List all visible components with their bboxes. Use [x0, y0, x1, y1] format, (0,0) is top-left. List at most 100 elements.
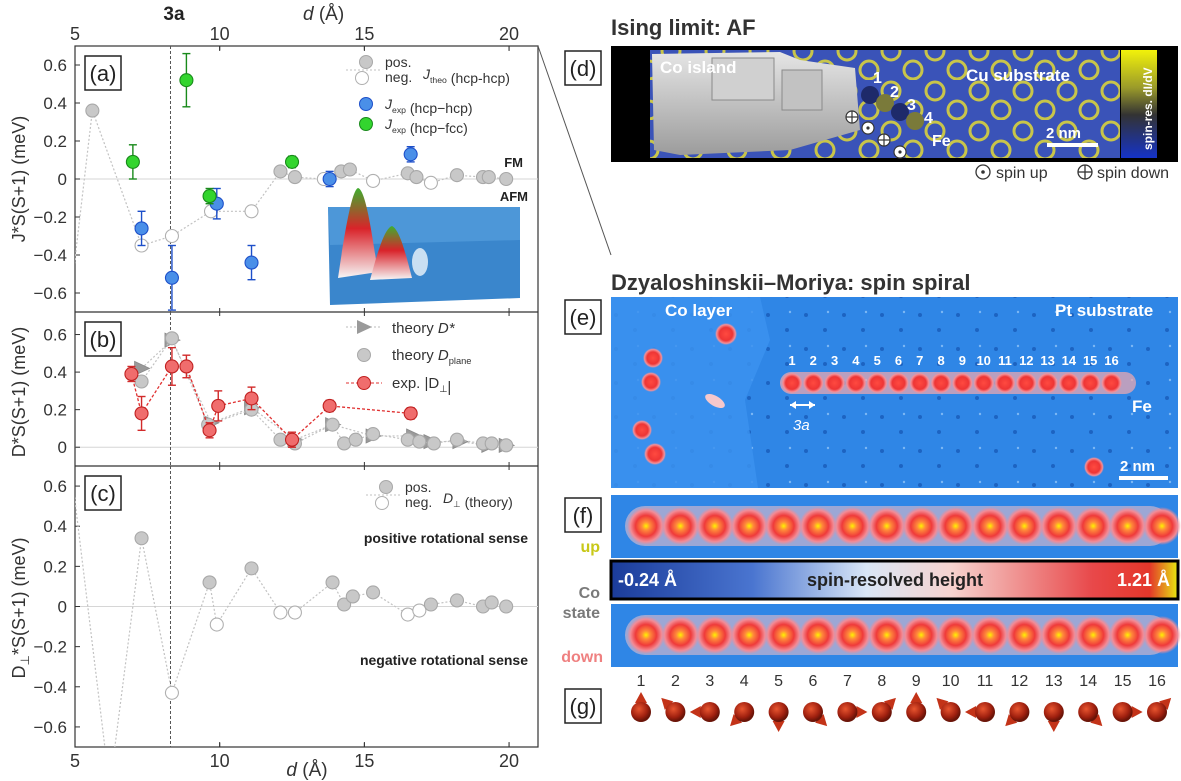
fe-atom: [799, 616, 837, 654]
panel-f-up-atoms: [625, 506, 1181, 546]
afm-label: AFM: [500, 189, 528, 204]
scalebar-d-label: 2 nm: [1046, 125, 1081, 142]
panel-letter: (b): [90, 327, 117, 352]
atom-number: 10: [976, 353, 990, 368]
y-tick-label: −0.2: [33, 638, 67, 657]
fe-atom: [764, 616, 803, 654]
fe-atom: [951, 372, 973, 394]
adatom: [715, 323, 737, 345]
spin-legend: spin up spin down: [975, 164, 1169, 182]
spin-arrow-icon: [768, 702, 789, 732]
panel-e-letter-box: [564, 299, 602, 335]
svg-text:exp. |D⊥|: exp. |D⊥|: [392, 375, 451, 396]
fe-atom: [866, 372, 888, 394]
atom-number: 9: [959, 353, 966, 368]
atom-number: 1: [873, 70, 882, 87]
legend-a: pos.neg. Jtheo (hcp-hcp) Jexp (hcp−hcp)Jex…: [346, 54, 510, 136]
data-point: [409, 170, 424, 185]
x-tick-label: 15: [354, 24, 374, 44]
spin-arrow-icon: [906, 692, 927, 722]
data-point: [134, 406, 149, 421]
x-tick-label: 5: [70, 24, 80, 44]
spin-arrow-icon: [1005, 702, 1030, 727]
data-point: [202, 575, 217, 590]
fe-atom: [867, 616, 906, 654]
fe-atom: [1101, 372, 1122, 394]
y-tick-label: 0: [58, 438, 67, 457]
fe-atom: [973, 372, 995, 394]
svg-text:D⊥ (theory): D⊥ (theory): [443, 490, 513, 510]
data-point: [244, 255, 259, 270]
fe-atom: [1039, 616, 1078, 654]
up-label: up: [580, 539, 600, 556]
fe-atom: [888, 372, 909, 394]
fe-atom: [730, 507, 769, 545]
fe-atom: [936, 507, 975, 545]
fe-atom: [1005, 507, 1044, 545]
y-tick-label: −0.2: [33, 208, 67, 227]
svg-text:Jexp (hcp−fcc): Jexp (hcp−fcc): [384, 116, 468, 136]
atom-number: 4: [924, 110, 933, 127]
data-point: [366, 585, 381, 600]
data-point: [125, 154, 140, 169]
atom-number: 16: [1148, 673, 1166, 690]
atom-number: 1: [637, 673, 646, 690]
height-bar-label: spin-resolved height: [807, 570, 983, 590]
x-tick-label: 10: [210, 24, 230, 44]
atom-number: 2: [671, 673, 680, 690]
panel-letter-box: [84, 475, 122, 511]
fe-atom: [971, 507, 1009, 545]
fe-atom: [661, 507, 700, 545]
spin-arrow-icon: [803, 702, 828, 727]
svg-text:Jexp (hcp−hcp): Jexp (hcp−hcp): [384, 96, 473, 116]
panel-d-element: Fe: [932, 133, 951, 150]
height-max-label: 1.21 Å: [1117, 570, 1170, 590]
series-exp_green: [125, 52, 300, 205]
series-exp_blue: [134, 145, 418, 311]
svg-text:theory Dplane: theory Dplane: [392, 347, 471, 366]
co-island-label: Co island: [660, 58, 737, 77]
fe-atom: [1143, 507, 1181, 545]
atom-number: 5: [774, 673, 783, 690]
data-point: [164, 359, 179, 374]
fe-atom: [833, 507, 872, 545]
data-point: [449, 593, 465, 608]
data-point: [284, 154, 300, 169]
x-top-label: d (Å): [303, 4, 344, 25]
panel-e-title: Dzyaloshinskii–Moriya: spin spiral: [611, 270, 970, 295]
fe-atom: [909, 372, 931, 394]
plot-b: 00.20.40.6 (b)D*S(S+1) (meV) theory D*theo…: [9, 312, 538, 466]
spin-arrow-icon: [730, 702, 755, 727]
fe-atom: [867, 507, 906, 545]
x-tick-label: 15: [354, 751, 374, 771]
connector-line: [537, 45, 612, 256]
fe-atom: [971, 616, 1009, 654]
data-point: [273, 605, 288, 620]
panel-f-down-atoms: [625, 615, 1181, 655]
y-tick-label: −0.4: [33, 678, 67, 697]
fe-atom: [1108, 616, 1147, 654]
fe-atom: [1015, 372, 1037, 394]
atom-number: 9: [912, 673, 921, 690]
panel-f-letter-box: [564, 497, 602, 533]
y-axis-label: J*S(S+1) (meV): [9, 116, 29, 243]
atom-number: 13: [1045, 673, 1063, 690]
adatom: [1084, 457, 1104, 477]
data-point: [484, 595, 499, 610]
svg-text:neg.: neg.: [385, 69, 412, 85]
x-axis-label: d (Å): [286, 760, 327, 781]
atom-number: 3: [705, 673, 714, 690]
y-axis-label: D⊥*S(S+1) (meV): [9, 538, 32, 679]
x-tick-label: 20: [499, 751, 519, 771]
fe-atom: [1037, 372, 1059, 394]
data-point: [499, 599, 514, 614]
co-state-label-1: Co: [579, 585, 601, 602]
fe-atom: [994, 372, 1016, 394]
data-point: [244, 204, 259, 219]
fe-atom: [824, 372, 846, 394]
spin-arrow-icon: [689, 702, 720, 722]
y-tick-label: 0.6: [43, 477, 67, 496]
negative-sense-label: negative rotational sense: [360, 652, 528, 668]
y-tick-label: −0.6: [33, 284, 67, 303]
